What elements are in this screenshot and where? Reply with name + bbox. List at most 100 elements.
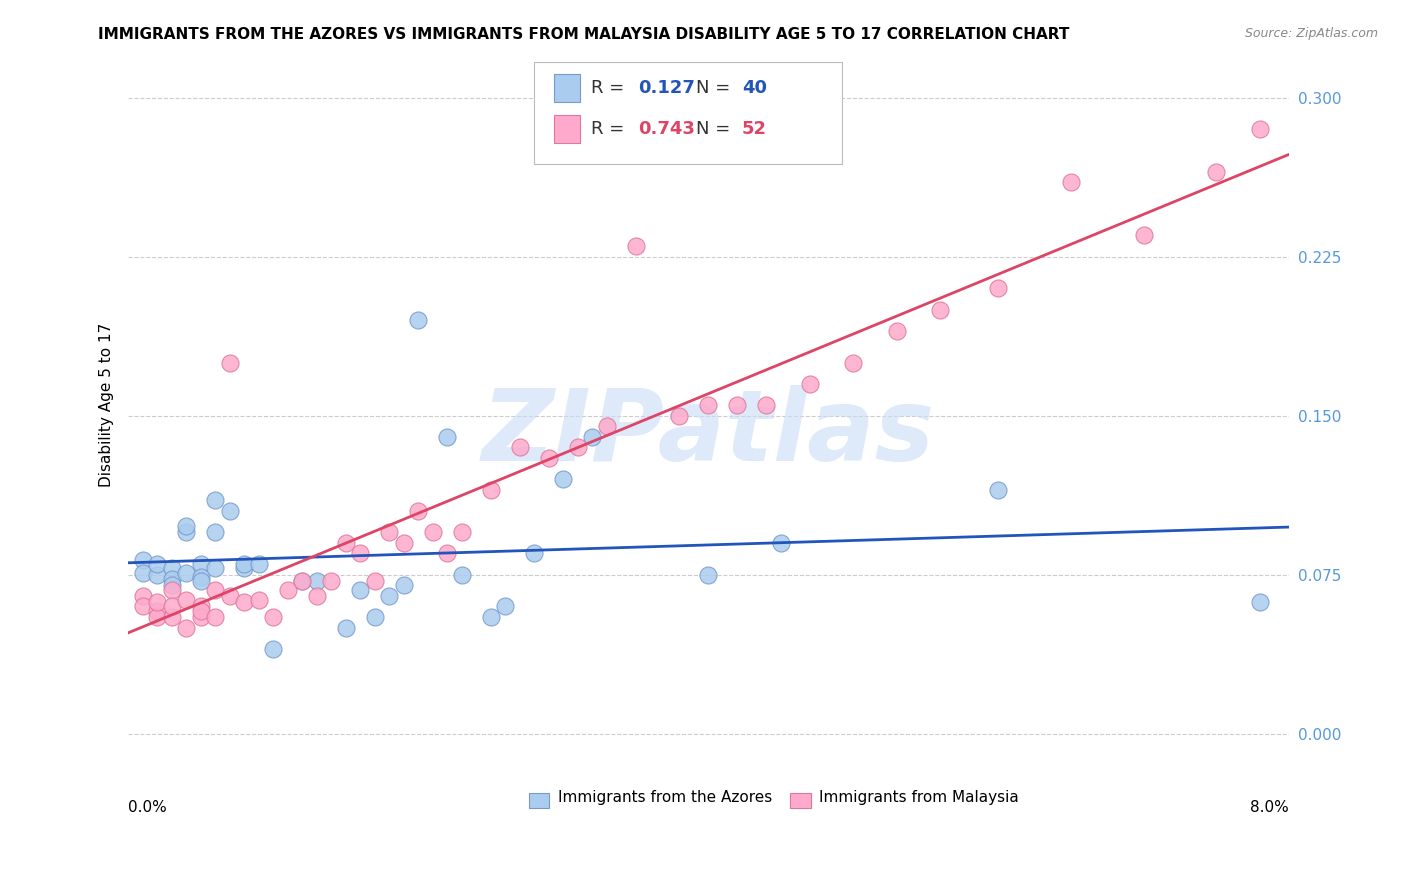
Point xyxy=(146,610,169,624)
Point xyxy=(596,419,619,434)
Point xyxy=(174,621,197,635)
Point xyxy=(378,525,401,540)
Point xyxy=(146,595,169,609)
Point xyxy=(218,356,240,370)
Point xyxy=(886,324,908,338)
Point xyxy=(1249,595,1271,609)
Point xyxy=(392,578,415,592)
Point xyxy=(160,582,183,597)
Point xyxy=(204,561,226,575)
Point xyxy=(160,578,183,592)
Point xyxy=(146,557,169,571)
Point xyxy=(190,574,212,588)
Point xyxy=(218,589,240,603)
Point xyxy=(160,561,183,575)
Point xyxy=(233,595,256,609)
FancyBboxPatch shape xyxy=(534,62,842,163)
Point xyxy=(132,599,155,614)
Point xyxy=(132,553,155,567)
Point xyxy=(247,593,270,607)
Point xyxy=(567,441,589,455)
Point xyxy=(842,356,865,370)
Point xyxy=(262,610,284,624)
Point xyxy=(364,574,387,588)
Point xyxy=(422,525,444,540)
Point xyxy=(523,546,546,560)
Point xyxy=(349,582,371,597)
Point xyxy=(132,589,155,603)
Point xyxy=(160,599,183,614)
Point xyxy=(291,574,314,588)
Point xyxy=(1132,228,1154,243)
Point xyxy=(378,589,401,603)
Point xyxy=(436,546,458,560)
Point xyxy=(929,302,952,317)
Point xyxy=(277,582,299,597)
Text: 40: 40 xyxy=(742,79,768,97)
Text: Immigrants from the Azores: Immigrants from the Azores xyxy=(558,790,772,805)
Point xyxy=(190,557,212,571)
Point xyxy=(987,281,1010,295)
Point xyxy=(769,536,792,550)
Point xyxy=(624,239,647,253)
Point xyxy=(174,525,197,540)
Point xyxy=(291,574,314,588)
Point xyxy=(450,525,472,540)
Text: 0.743: 0.743 xyxy=(638,120,695,137)
Point xyxy=(160,610,183,624)
Point xyxy=(1205,165,1227,179)
Point xyxy=(335,536,357,550)
Point xyxy=(233,557,256,571)
Point xyxy=(364,610,387,624)
Point xyxy=(190,610,212,624)
Point xyxy=(799,376,821,391)
Point xyxy=(1249,122,1271,136)
Text: 0.0%: 0.0% xyxy=(128,800,167,815)
Y-axis label: Disability Age 5 to 17: Disability Age 5 to 17 xyxy=(100,323,114,487)
Point xyxy=(450,567,472,582)
Point xyxy=(725,398,748,412)
Point xyxy=(321,574,343,588)
Bar xyxy=(554,74,579,102)
Bar xyxy=(554,114,579,143)
Point xyxy=(697,398,720,412)
Point xyxy=(146,567,169,582)
Text: 0.127: 0.127 xyxy=(638,79,695,97)
Point xyxy=(174,566,197,580)
Point xyxy=(204,610,226,624)
Point xyxy=(204,582,226,597)
Point xyxy=(537,450,560,465)
Point xyxy=(305,589,328,603)
Point xyxy=(218,504,240,518)
Point xyxy=(233,561,256,575)
Text: IMMIGRANTS FROM THE AZORES VS IMMIGRANTS FROM MALAYSIA DISABILITY AGE 5 TO 17 CO: IMMIGRANTS FROM THE AZORES VS IMMIGRANTS… xyxy=(98,27,1070,42)
Text: N =: N = xyxy=(696,120,735,137)
Point xyxy=(160,572,183,586)
Text: Immigrants from Malaysia: Immigrants from Malaysia xyxy=(818,790,1018,805)
Point xyxy=(146,604,169,618)
Point xyxy=(697,567,720,582)
Point xyxy=(247,557,270,571)
Point xyxy=(204,493,226,508)
Point xyxy=(174,519,197,533)
Point xyxy=(190,604,212,618)
Point xyxy=(392,536,415,550)
Point xyxy=(479,483,502,497)
Text: R =: R = xyxy=(591,79,630,97)
Point xyxy=(581,430,603,444)
Point xyxy=(132,566,155,580)
Point xyxy=(408,504,430,518)
Text: Source: ZipAtlas.com: Source: ZipAtlas.com xyxy=(1244,27,1378,40)
Point xyxy=(262,641,284,656)
Point xyxy=(668,409,690,423)
Point xyxy=(408,313,430,327)
Point xyxy=(553,472,575,486)
Point xyxy=(349,546,371,560)
Bar xyxy=(790,793,810,808)
Point xyxy=(479,610,502,624)
Point xyxy=(494,599,516,614)
Point xyxy=(190,570,212,584)
Point xyxy=(190,599,212,614)
Point xyxy=(509,441,531,455)
Point xyxy=(987,483,1010,497)
